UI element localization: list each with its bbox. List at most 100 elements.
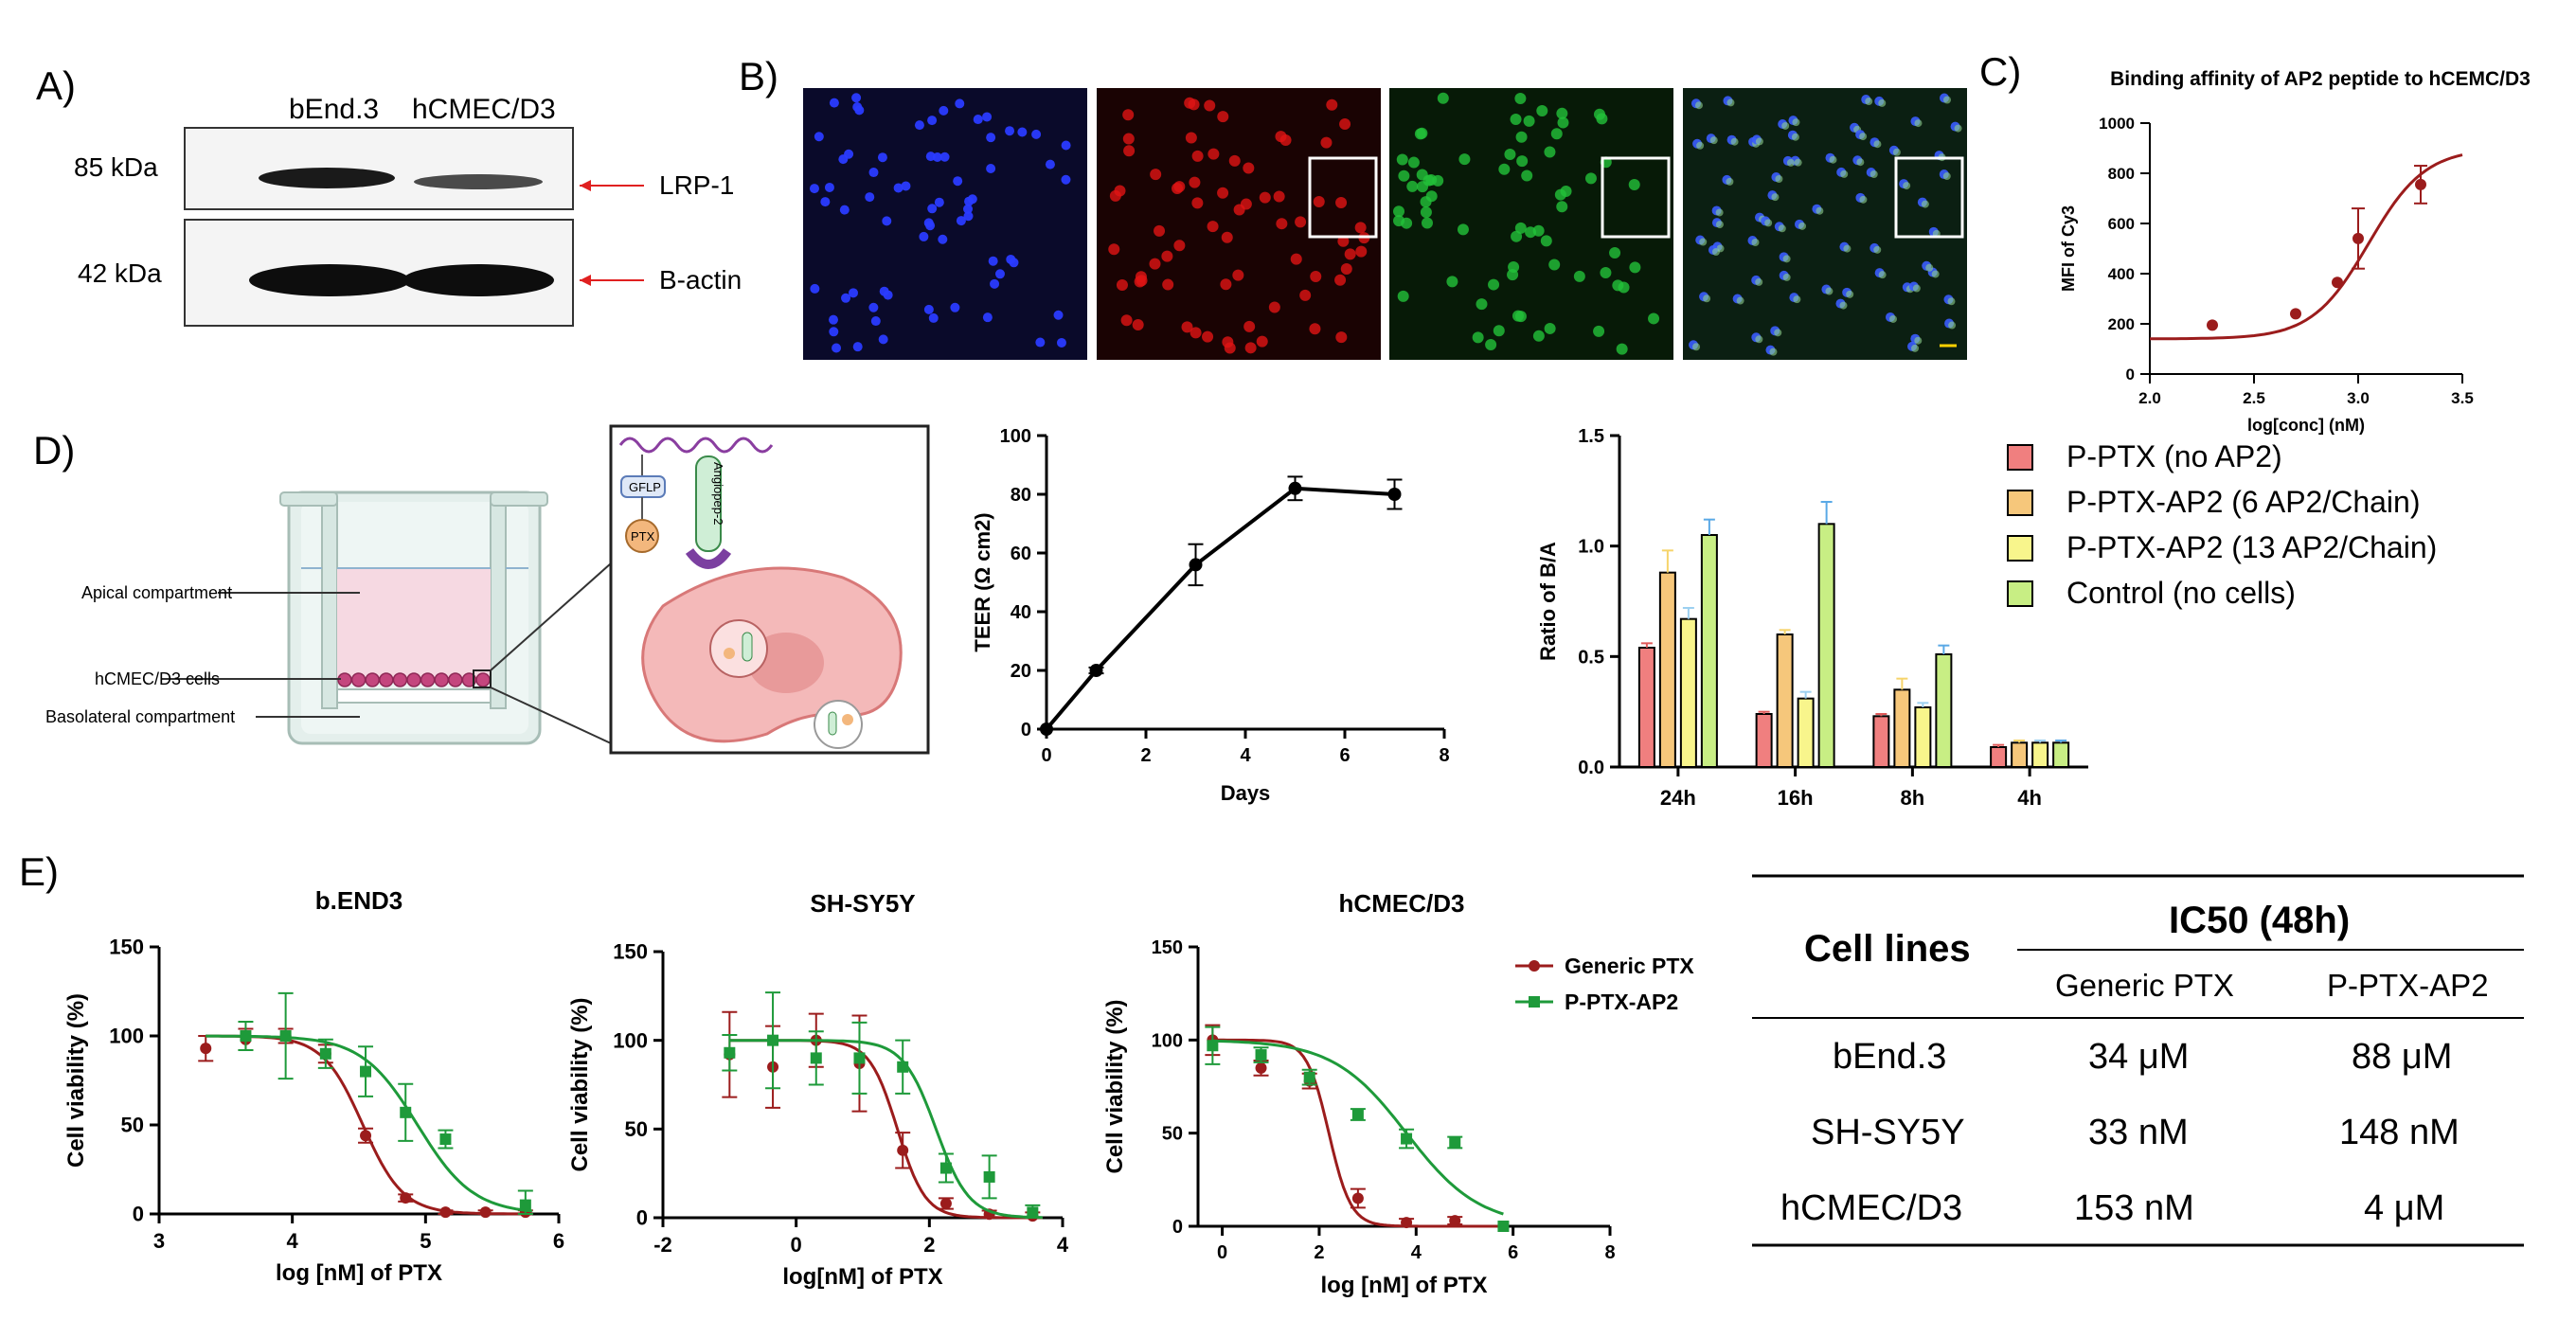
x-axis-label: log [nM] of PTX — [1321, 1273, 1488, 1298]
cell-dot — [927, 116, 938, 126]
x-tick-label: 6 — [1339, 745, 1350, 766]
cell-dot — [1355, 245, 1368, 258]
cell-dot — [1947, 297, 1956, 306]
cell-dot — [1736, 296, 1744, 305]
cell-dot — [1954, 124, 1962, 133]
data-point — [939, 1162, 952, 1174]
cell-dot — [1856, 158, 1865, 167]
cell-dot — [950, 302, 960, 312]
cell-dot — [967, 194, 977, 205]
cell-dot — [1116, 278, 1128, 291]
cell-dot — [1843, 244, 1852, 253]
cell-dot — [1161, 250, 1173, 262]
data-point — [1288, 481, 1302, 495]
cell-dot — [824, 182, 834, 192]
data-point — [1303, 1071, 1315, 1083]
cell-dot — [1925, 263, 1934, 272]
data-point — [724, 1046, 736, 1059]
exocytosis-vesicle — [814, 700, 863, 749]
cell-dot — [1005, 126, 1015, 136]
bar — [2031, 741, 2049, 768]
cell-dot — [1476, 298, 1488, 311]
cell-dot — [1692, 343, 1701, 351]
cell-dots — [809, 92, 1962, 356]
cell-dot — [1791, 133, 1799, 141]
y-tick-label: 0.0 — [1578, 758, 1604, 778]
y-tick-label: 0 — [2126, 366, 2135, 384]
cell-dot — [994, 269, 1005, 279]
monolayer-cell — [379, 672, 394, 687]
chart-title: Binding affinity of AP2 peptide to hCEMC… — [2110, 68, 2531, 90]
y-tick-label: 200 — [2108, 315, 2135, 333]
arrowhead-bactin — [580, 275, 591, 286]
chart-title: SH-SY5Y — [810, 889, 915, 918]
panel-letter-b: B) — [739, 54, 778, 98]
data-point — [1449, 1215, 1461, 1227]
cell-dot — [1778, 224, 1786, 233]
transwell-diagram: Apical compartment hCMEC/D3 cells Basola… — [45, 424, 930, 755]
band-bactin-bend3 — [249, 264, 410, 296]
legend-label: P-PTX-AP2 (13 AP2/Chain) — [2066, 530, 2437, 564]
table-row-pptx: 148 nM — [2339, 1113, 2460, 1152]
cell-dot — [1420, 196, 1432, 208]
cell-dot — [849, 288, 859, 298]
cell-dot — [1878, 98, 1887, 107]
data-point — [200, 1043, 212, 1055]
x-tick-label: 4 — [1240, 745, 1251, 766]
cell-dot — [1931, 270, 1940, 278]
cell-dot — [990, 278, 1000, 289]
bar — [1817, 523, 1835, 768]
x-axis-label: log[conc] (nM) — [2247, 416, 2365, 435]
cell-dot — [1514, 222, 1527, 234]
green-channel-image — [1389, 88, 1673, 360]
insert-rim-left — [279, 491, 338, 507]
x-tick-label: 8 — [1439, 745, 1449, 766]
data-point — [1255, 1061, 1267, 1074]
cell-dot — [1536, 105, 1548, 117]
cell-dot — [1061, 174, 1071, 185]
table-col-generic: Generic PTX — [2055, 968, 2234, 1003]
cell-dot — [1523, 115, 1535, 127]
cell-dot — [1132, 319, 1144, 331]
cell-dot — [953, 176, 963, 187]
cell-dot — [932, 152, 942, 163]
cell-dot — [1903, 182, 1911, 190]
data-point — [983, 1170, 995, 1183]
data-point — [810, 1052, 822, 1064]
cell-dot — [1354, 222, 1367, 234]
cell-dot — [1045, 159, 1055, 169]
x-tick-label: 3 — [153, 1229, 165, 1253]
legend-label: P-PTX (no AP2) — [2066, 439, 2282, 473]
cell-dot — [1556, 201, 1568, 213]
y-tick-label: 1.5 — [1578, 426, 1604, 447]
table-row-cell: SH-SY5Y — [1811, 1113, 1965, 1152]
data-point — [1497, 1221, 1510, 1232]
cell-dot — [1715, 208, 1724, 217]
cell-dot — [839, 205, 850, 215]
cell-dot — [1446, 276, 1458, 288]
cell-dot — [1273, 190, 1285, 203]
y-axis-label: Ratio of B/A — [1536, 542, 1560, 661]
data-point — [1255, 1049, 1267, 1061]
cell-dot — [1873, 245, 1882, 254]
cell-dot — [1310, 270, 1322, 282]
y-tick-label: 0 — [636, 1206, 648, 1230]
panel-letter-e: E) — [19, 849, 59, 894]
blot-box-lrp1 — [184, 127, 574, 210]
data-point — [897, 1144, 909, 1156]
cell-dot — [923, 304, 934, 314]
cell-dot — [828, 314, 838, 325]
cell-dot — [1532, 330, 1545, 342]
legend-label: Control (no cells) — [2066, 576, 2296, 610]
cell-dot — [1173, 240, 1186, 252]
bar — [1700, 534, 1718, 768]
monolayer-cell — [434, 672, 449, 687]
cell-dot — [841, 293, 851, 303]
data-point — [439, 1206, 452, 1219]
cell-dot — [1694, 101, 1703, 110]
cell-dot — [1334, 274, 1347, 286]
cell-dot — [1493, 325, 1505, 337]
chart-title: hCMEC/D3 — [1339, 889, 1465, 918]
cell-dot — [1942, 172, 1951, 181]
cell-dot — [1135, 271, 1147, 283]
